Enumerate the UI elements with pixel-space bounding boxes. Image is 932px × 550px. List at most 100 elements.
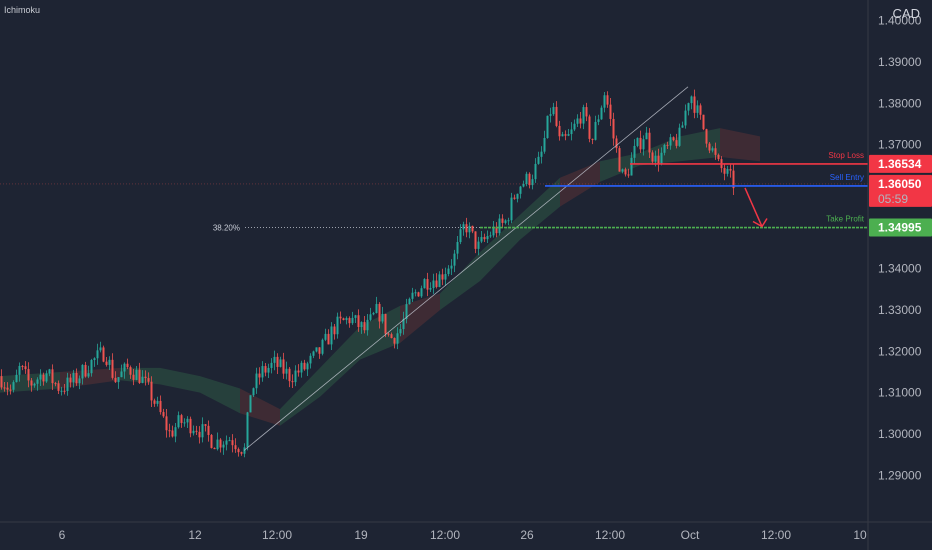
candle-body [561,134,564,137]
ichimoku-cloud-segment [200,376,240,414]
down-arrow-line [744,187,763,227]
candle-body [702,114,705,130]
candle-body [591,138,594,140]
candle-body [369,314,372,320]
trendline [243,86,689,451]
candle-body [336,316,339,335]
candle-body [354,315,357,318]
time-tick-label: 6 [59,528,66,542]
candle-body [378,304,381,322]
time-tick-label: Oct [681,528,700,542]
candle-body [732,170,735,189]
candle-body [690,96,693,104]
candle-body [372,313,375,315]
candle-body [381,313,384,322]
candle-body [597,119,600,122]
candle-body [669,137,672,146]
candle-body [69,377,72,383]
candle-body [555,106,558,126]
candle-body [324,333,327,340]
candle-body [39,374,42,380]
candle-body [141,376,144,384]
candle-body [501,218,504,223]
candle-body [567,134,570,136]
candle-body [210,434,213,448]
candle-body [165,416,168,431]
candle-body [30,380,33,386]
candle-body [633,145,636,158]
candle-body [528,173,531,186]
candle-body [33,383,36,386]
candle-body [123,363,126,372]
candle-body [522,183,525,187]
candle-body [135,369,138,380]
candle-body [726,168,729,174]
ichimoku-cloud-segment [240,388,280,426]
candle-body [168,430,171,432]
candle-body [627,174,630,176]
candle-body [399,329,402,334]
candle-body [462,224,465,230]
ichimoku-cloud-segment [720,128,760,162]
candle-body [273,356,276,363]
candle-body [204,424,207,426]
ichimoku-cloud-segment [400,293,440,344]
ichimoku-cloud-segment [160,367,200,393]
candle-body [681,125,684,128]
candle-body [558,125,561,137]
candle-body [693,96,696,113]
candle-body [636,137,639,146]
price-tick-label: 1.40000 [878,14,922,28]
candle-body [219,439,222,448]
candle-body [432,280,435,289]
candle-body [402,318,405,330]
candle-body [150,381,153,401]
candle-body [510,197,513,221]
candle-body [654,155,657,162]
candle-body [87,373,90,377]
candle-body [78,378,81,384]
candle-body [12,382,15,390]
candle-body [177,415,180,428]
take-profit-badge-text: 1.34995 [878,221,922,235]
candle-body [648,132,651,153]
down-arrow-head [752,218,768,228]
candle-body [345,318,348,321]
ichimoku-cloud-segment [480,214,520,282]
candle-body [3,387,6,389]
candle-body [717,154,720,160]
candle-body [93,358,96,361]
candle-body [729,168,732,171]
candle-body [441,274,444,280]
candle-body [489,235,492,237]
price-tick-label: 1.29000 [878,468,922,482]
ichimoku-cloud-segment [60,367,120,389]
candle-body [438,274,441,287]
candle-body [252,388,255,396]
candle-body [213,447,216,450]
time-tick-label: 10 [853,528,867,542]
candle-body [60,390,63,392]
candle-body [615,138,618,149]
stop-loss-badge-text: 1.36534 [878,157,922,171]
candle-body [99,347,102,351]
candle-body [45,373,48,382]
candle-body [468,225,471,233]
candle-body [27,369,30,381]
candle-body [390,334,393,339]
candle-body [117,377,120,383]
stop-loss-badge [869,154,932,173]
candle-body [255,373,258,389]
candle-body [18,365,21,375]
candle-body [435,280,438,287]
stop-loss-label: Stop Loss [828,151,864,160]
take-profit-label: Take Profit [826,215,865,224]
candle-body [684,110,687,126]
candle-body [270,362,273,368]
candle-body [63,390,66,392]
candle-body [663,144,666,153]
candle-body [96,350,99,359]
candle-body [348,318,351,324]
candle-body [714,148,717,155]
